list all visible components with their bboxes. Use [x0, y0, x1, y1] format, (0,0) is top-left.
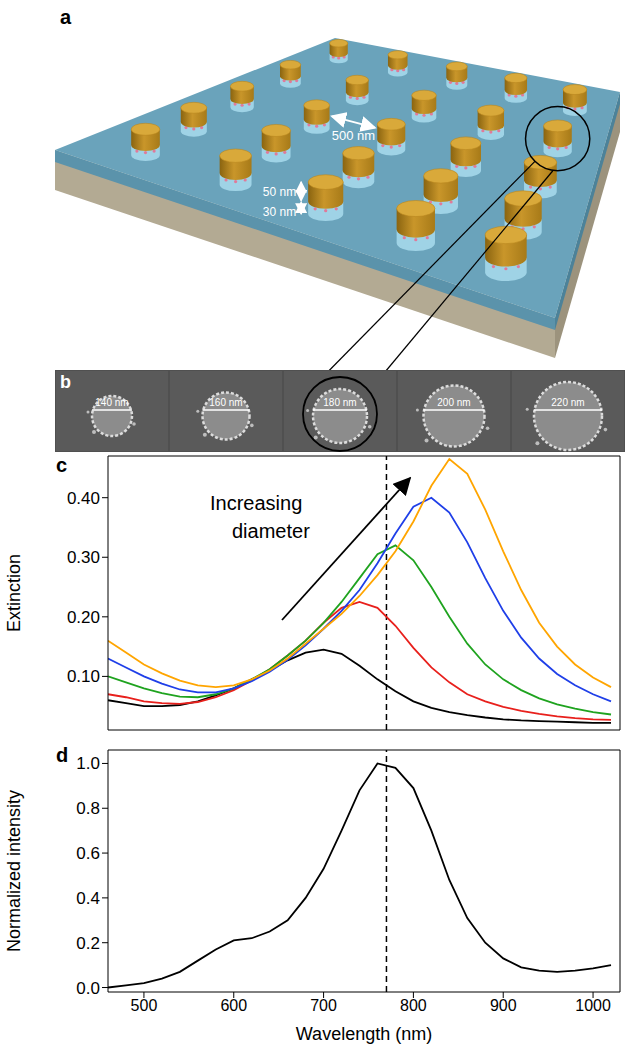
- svg-text:140 nm: 140 nm: [95, 397, 128, 408]
- svg-text:b: b: [60, 372, 71, 392]
- svg-text:a: a: [60, 6, 72, 28]
- svg-text:0.8: 0.8: [76, 799, 100, 818]
- svg-text:160 nm: 160 nm: [209, 397, 242, 408]
- svg-text:220 nm: 220 nm: [551, 397, 584, 408]
- svg-text:500 nm: 500 nm: [332, 128, 375, 143]
- svg-text:Extinction: Extinction: [4, 554, 24, 632]
- svg-text:0.20: 0.20: [67, 608, 100, 627]
- svg-text:c: c: [56, 454, 67, 476]
- svg-text:0.4: 0.4: [76, 889, 100, 908]
- svg-text:30 nm: 30 nm: [263, 205, 296, 219]
- svg-text:Increasing: Increasing: [210, 492, 302, 514]
- svg-text:diameter: diameter: [232, 520, 310, 542]
- svg-text:Normalized intensity: Normalized intensity: [4, 790, 24, 952]
- svg-text:0.6: 0.6: [76, 844, 100, 863]
- svg-text:1000: 1000: [575, 997, 611, 1014]
- svg-text:Wavelength (nm): Wavelength (nm): [296, 1024, 432, 1044]
- svg-text:600: 600: [220, 997, 247, 1014]
- svg-text:50 nm: 50 nm: [263, 185, 296, 199]
- svg-text:180 nm: 180 nm: [323, 397, 356, 408]
- svg-text:700: 700: [310, 997, 337, 1014]
- svg-text:900: 900: [490, 997, 517, 1014]
- svg-text:0.2: 0.2: [76, 934, 100, 953]
- svg-text:d: d: [56, 744, 68, 766]
- svg-text:800: 800: [400, 997, 427, 1014]
- svg-text:0.10: 0.10: [67, 667, 100, 686]
- svg-text:0.40: 0.40: [67, 489, 100, 508]
- svg-text:1.0: 1.0: [76, 754, 100, 773]
- svg-text:0.30: 0.30: [67, 548, 100, 567]
- svg-text:200 nm: 200 nm: [437, 397, 470, 408]
- svg-text:0.0: 0.0: [76, 979, 100, 998]
- svg-text:500: 500: [131, 997, 158, 1014]
